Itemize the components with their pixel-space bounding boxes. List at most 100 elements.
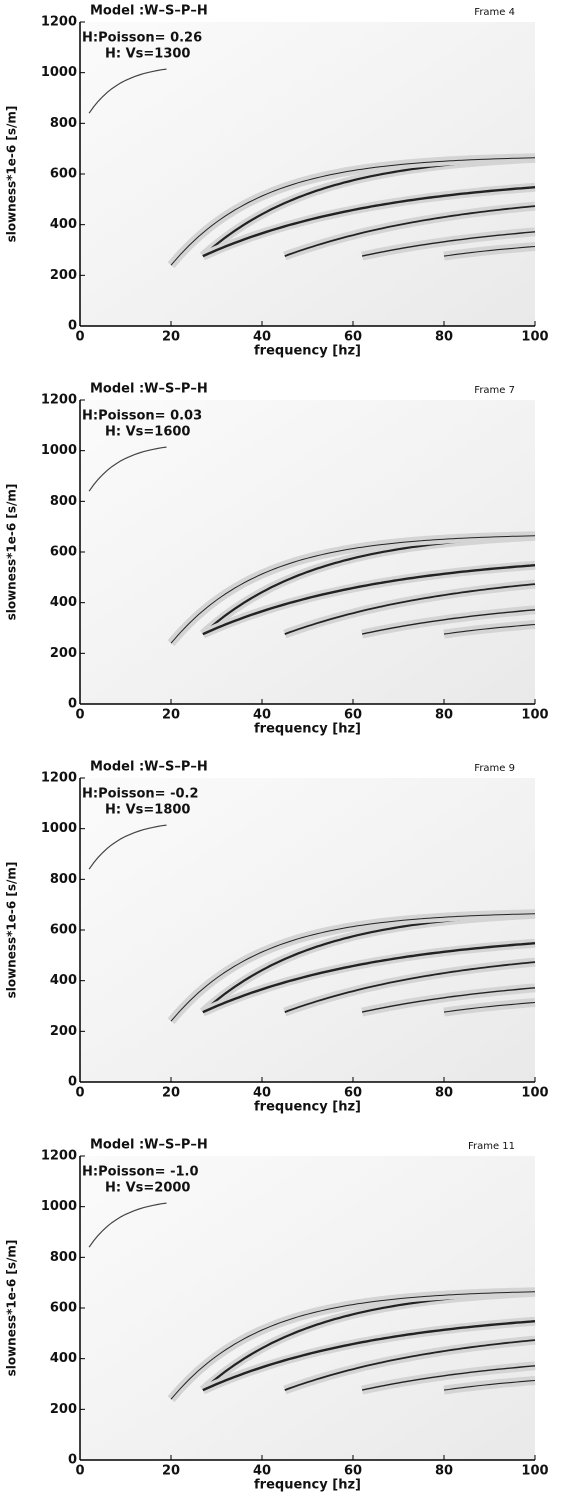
dispersion-curve xyxy=(284,583,536,635)
y-axis-label: slowness*1e-6 [s/m] xyxy=(5,484,19,621)
y-tick-label: 600 xyxy=(50,1301,77,1316)
x-tick-label: 80 xyxy=(435,1086,453,1101)
y-tick-label: 800 xyxy=(50,494,77,509)
y-tick-label: 200 xyxy=(50,268,77,283)
dispersion-curve xyxy=(170,913,536,1022)
y-tick-label: 1000 xyxy=(41,65,77,80)
dispersion-curve xyxy=(443,1379,536,1391)
dispersion-image xyxy=(88,68,536,269)
x-tick-label: 80 xyxy=(435,1464,453,1479)
dispersion-curve xyxy=(170,535,536,644)
dispersion-curve xyxy=(202,186,536,258)
x-axis-label: frequency [hz] xyxy=(254,344,361,359)
y-axis-label: slowness*1e-6 [s/m] xyxy=(5,1240,19,1377)
chart-title: Model :W–S–P–H xyxy=(90,382,208,397)
x-tick-label: 0 xyxy=(75,330,84,345)
y-tick-label: 400 xyxy=(50,595,77,610)
annotation: H: Vs=1800 xyxy=(105,803,190,818)
y-tick-label: 1200 xyxy=(41,393,77,408)
y-tick-label: 1200 xyxy=(41,15,77,30)
x-tick-label: 60 xyxy=(344,330,362,345)
y-tick-label: 200 xyxy=(50,646,77,661)
dispersion-curve xyxy=(202,1320,536,1392)
dispersion-image xyxy=(88,1202,536,1403)
y-tick-label: 1000 xyxy=(41,1199,77,1214)
y-tick-label: 400 xyxy=(50,973,77,988)
x-tick-label: 60 xyxy=(344,1086,362,1101)
dispersion-curve xyxy=(443,245,536,257)
x-tick-label: 80 xyxy=(435,330,453,345)
x-tick-label: 40 xyxy=(253,1464,271,1479)
dispersion-curve xyxy=(170,1291,536,1400)
frame-label: Frame 11 xyxy=(468,1141,515,1152)
y-axis-label: slowness*1e-6 [s/m] xyxy=(5,106,19,243)
x-tick-label: 100 xyxy=(521,1464,548,1479)
frame-label: Frame 4 xyxy=(474,7,515,18)
x-tick-label: 20 xyxy=(162,1464,180,1479)
annotation: H:Poisson= -1.0 xyxy=(82,1165,199,1180)
x-axis-label: frequency [hz] xyxy=(254,1100,361,1115)
dispersion-curve xyxy=(443,623,536,635)
annotation: H:Poisson= -0.2 xyxy=(82,787,199,802)
y-tick-label: 400 xyxy=(50,217,77,232)
dispersion-curve xyxy=(88,446,167,492)
annotation: H:Poisson= 0.26 xyxy=(82,31,202,46)
dispersion-curve xyxy=(361,231,536,257)
annotation: H: Vs=1300 xyxy=(105,47,190,62)
y-tick-label: 400 xyxy=(50,1351,77,1366)
y-tick-label: 800 xyxy=(50,116,77,131)
x-tick-label: 0 xyxy=(75,1464,84,1479)
annotation: H:Poisson= 0.03 xyxy=(82,409,202,424)
plot-background xyxy=(80,22,535,326)
y-tick-label: 200 xyxy=(50,1402,77,1417)
dispersion-curve xyxy=(202,942,536,1014)
y-axis-label: slowness*1e-6 [s/m] xyxy=(5,862,19,999)
x-tick-label: 60 xyxy=(344,708,362,723)
dispersion-image xyxy=(88,446,536,647)
x-tick-label: 40 xyxy=(253,708,271,723)
x-tick-label: 40 xyxy=(253,330,271,345)
x-tick-label: 100 xyxy=(521,1086,548,1101)
x-tick-label: 40 xyxy=(253,1086,271,1101)
y-tick-label: 600 xyxy=(50,167,77,182)
plot-background xyxy=(80,1156,535,1460)
y-tick-label: 600 xyxy=(50,545,77,560)
x-axis-label: frequency [hz] xyxy=(254,722,361,737)
x-tick-label: 20 xyxy=(162,708,180,723)
chart-title: Model :W–S–P–H xyxy=(90,760,208,775)
x-tick-label: 0 xyxy=(75,708,84,723)
x-tick-label: 20 xyxy=(162,330,180,345)
y-tick-label: 0 xyxy=(68,697,77,712)
dispersion-image xyxy=(88,824,536,1025)
dispersion-curve xyxy=(88,824,167,870)
dispersion-curve xyxy=(361,609,536,635)
y-tick-label: 1200 xyxy=(41,1149,77,1164)
dispersion-curve xyxy=(170,157,536,266)
x-tick-label: 60 xyxy=(344,1464,362,1479)
dispersion-curve xyxy=(88,1202,167,1248)
dispersion-curve xyxy=(361,987,536,1013)
x-tick-label: 100 xyxy=(521,330,548,345)
y-tick-label: 0 xyxy=(68,1075,77,1090)
y-tick-label: 1000 xyxy=(41,443,77,458)
y-tick-label: 1000 xyxy=(41,821,77,836)
chart-title: Model :W–S–P–H xyxy=(90,4,208,19)
annotation: H: Vs=2000 xyxy=(105,1181,190,1196)
y-tick-label: 200 xyxy=(50,1024,77,1039)
y-tick-label: 0 xyxy=(68,319,77,334)
x-tick-label: 20 xyxy=(162,1086,180,1101)
y-tick-label: 800 xyxy=(50,872,77,887)
frame-label: Frame 7 xyxy=(474,385,515,396)
dispersion-curve xyxy=(202,564,536,636)
plot-background xyxy=(80,400,535,704)
dispersion-curve xyxy=(284,1339,536,1391)
y-tick-label: 1200 xyxy=(41,771,77,786)
x-tick-label: 0 xyxy=(75,1086,84,1101)
dispersion-curve xyxy=(284,961,536,1013)
x-axis-label: frequency [hz] xyxy=(254,1478,361,1493)
x-tick-label: 100 xyxy=(521,708,548,723)
y-tick-label: 800 xyxy=(50,1250,77,1265)
x-tick-label: 80 xyxy=(435,708,453,723)
